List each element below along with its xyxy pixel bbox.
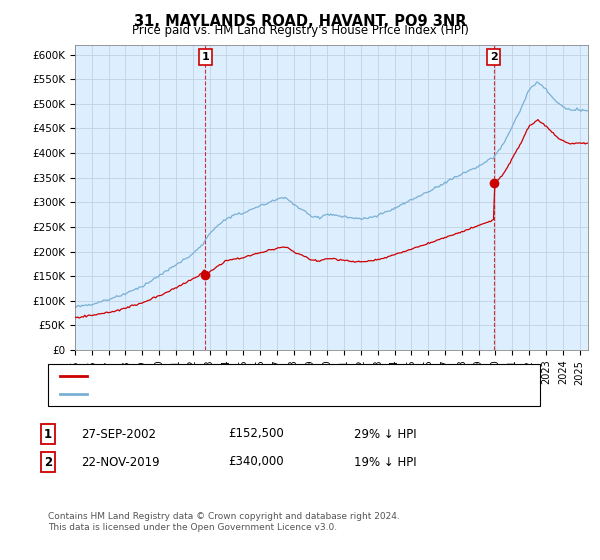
Text: 27-SEP-2002: 27-SEP-2002 [81, 427, 156, 441]
Text: 29% ↓ HPI: 29% ↓ HPI [354, 427, 416, 441]
Text: Price paid vs. HM Land Registry's House Price Index (HPI): Price paid vs. HM Land Registry's House … [131, 24, 469, 37]
Text: 22-NOV-2019: 22-NOV-2019 [81, 455, 160, 469]
Text: 31, MAYLANDS ROAD, HAVANT, PO9 3NR: 31, MAYLANDS ROAD, HAVANT, PO9 3NR [134, 14, 466, 29]
Text: Contains HM Land Registry data © Crown copyright and database right 2024.
This d: Contains HM Land Registry data © Crown c… [48, 512, 400, 532]
Text: 1: 1 [202, 52, 209, 62]
Text: 31, MAYLANDS ROAD, HAVANT, PO9 3NR (detached house): 31, MAYLANDS ROAD, HAVANT, PO9 3NR (deta… [93, 371, 415, 381]
Text: 19% ↓ HPI: 19% ↓ HPI [354, 455, 416, 469]
Text: 2: 2 [44, 455, 52, 469]
Text: £340,000: £340,000 [228, 455, 284, 469]
Text: HPI: Average price, detached house, Havant: HPI: Average price, detached house, Hava… [93, 389, 335, 399]
Text: £152,500: £152,500 [228, 427, 284, 441]
Text: 1: 1 [44, 427, 52, 441]
Text: 2: 2 [490, 52, 497, 62]
